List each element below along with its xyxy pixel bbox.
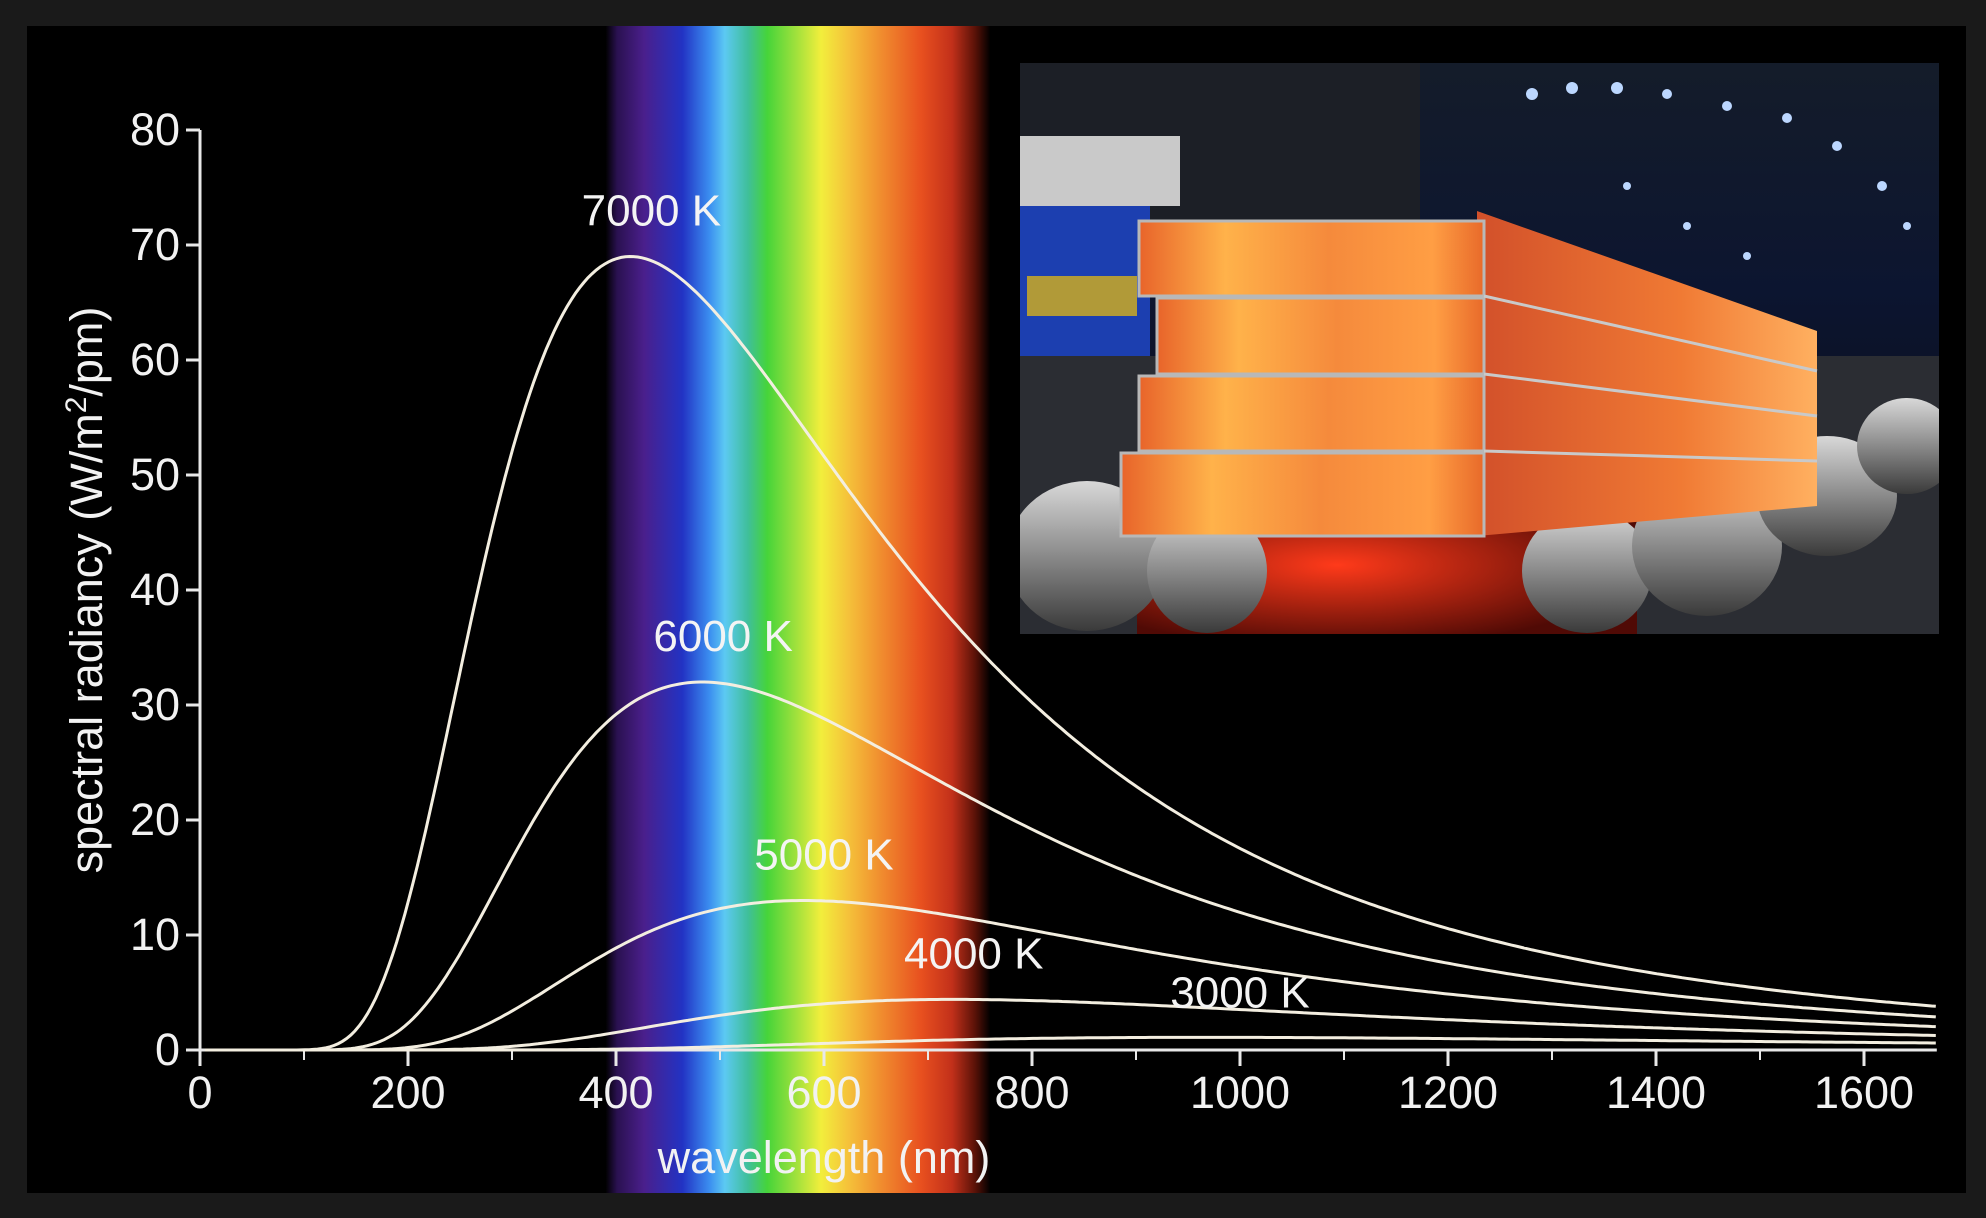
y-axis-title-tail: /pm) xyxy=(61,307,112,397)
y-tick-label: 80 xyxy=(130,104,180,155)
x-tick-label: 1200 xyxy=(1398,1067,1498,1118)
y-tick-label: 70 xyxy=(130,219,180,270)
curve-label-7000k: 7000 K xyxy=(582,187,721,236)
steel-slabs-photo xyxy=(1020,63,1939,634)
y-axis-title: spectral radiancy (W/m2/pm) xyxy=(60,307,113,874)
curve-5000k xyxy=(205,899,1936,1052)
y-axis-ticks: 0 10 20 30 40 50 60 70 80 xyxy=(130,104,200,1075)
x-tick-label: 400 xyxy=(578,1067,653,1118)
curve-3000k xyxy=(205,1035,1936,1052)
x-axis-ticks: 0 200 400 600 800 1000 1200 1400 1600 xyxy=(187,1050,1914,1118)
y-tick-label: 50 xyxy=(130,449,180,500)
curve-7000k xyxy=(205,254,1936,1052)
curves xyxy=(205,254,1936,1052)
blackbody-chart: 0 200 400 600 800 1000 1200 1400 1600 0 10 20 30 40 5… xyxy=(60,26,1939,1193)
y-tick-label: 0 xyxy=(155,1024,180,1075)
x-axis-title: wavelength (nm) xyxy=(657,1132,991,1183)
curve-label-5000k: 5000 K xyxy=(754,831,893,880)
curve-label-4000k: 4000 K xyxy=(904,929,1043,978)
chart-frame: 0 200 400 600 800 1000 1200 1400 1600 0 10 20 30 40 5… xyxy=(27,26,1966,1193)
y-axis-title-main: spectral radiancy (W/m xyxy=(61,413,112,873)
x-tick-label: 0 xyxy=(187,1067,212,1118)
x-tick-label: 200 xyxy=(370,1067,445,1118)
y-axis-title-sup: 2 xyxy=(60,397,93,414)
y-tick-label: 40 xyxy=(130,564,180,615)
x-tick-label: 1400 xyxy=(1606,1067,1706,1118)
x-tick-label: 800 xyxy=(994,1067,1069,1118)
x-tick-label: 600 xyxy=(786,1067,861,1118)
y-tick-label: 20 xyxy=(130,794,180,845)
curve-label-6000k: 6000 K xyxy=(653,612,792,661)
x-tick-label: 1000 xyxy=(1190,1067,1290,1118)
y-tick-label: 30 xyxy=(130,679,180,730)
curve-label-3000k: 3000 K xyxy=(1170,969,1309,1018)
x-tick-label: 1600 xyxy=(1814,1067,1914,1118)
y-tick-label: 60 xyxy=(130,334,180,385)
curve-4000k xyxy=(205,997,1936,1052)
y-tick-label: 10 xyxy=(130,909,180,960)
curve-6000k xyxy=(205,680,1936,1052)
